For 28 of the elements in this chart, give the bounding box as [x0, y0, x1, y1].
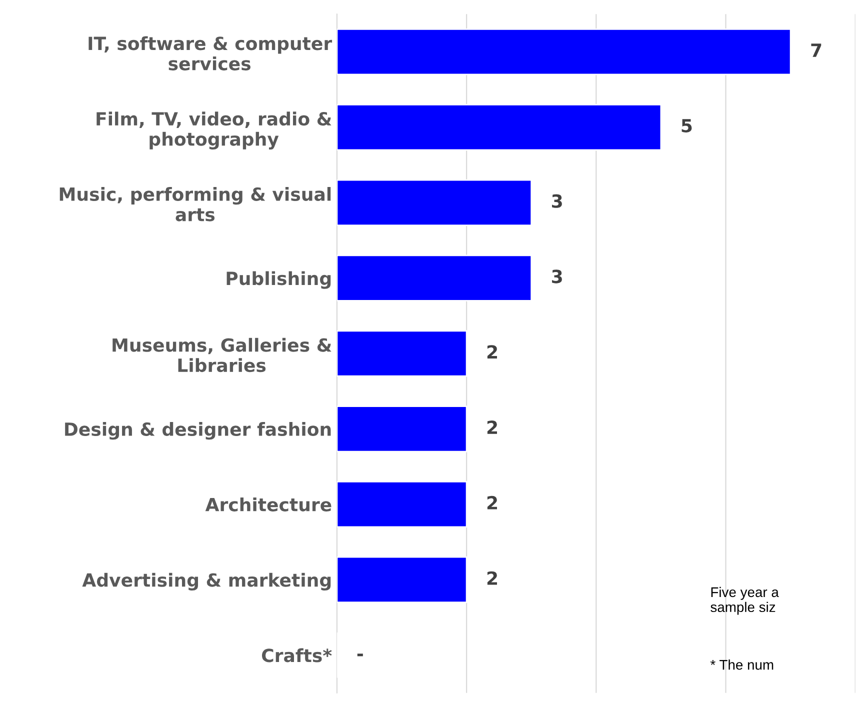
- data-label: 2: [487, 420, 497, 434]
- bar: [336, 556, 468, 604]
- annotation: Five year a sample siz: [710, 586, 779, 615]
- y-tick-label: Museums, Galleries & Libraries: [112, 338, 332, 372]
- bar: [336, 28, 792, 76]
- bar: [336, 481, 468, 528]
- y-tick-label: Architecture: [205, 497, 332, 512]
- y-tick-label: IT, software & computer services: [88, 36, 332, 70]
- bar: [336, 254, 532, 302]
- data-label: 3: [552, 194, 562, 208]
- y-tick-label: Publishing: [226, 271, 331, 289]
- bar: [336, 104, 662, 151]
- y-tick-label: Crafts*: [262, 648, 332, 662]
- text: -: [357, 654, 363, 656]
- y-tick-label: Advertising & marketing: [82, 572, 331, 590]
- bar: [336, 406, 468, 452]
- y-tick-label: Music, performing & visual arts: [60, 187, 331, 222]
- data-label: 2: [487, 571, 497, 585]
- annotation: * The num: [710, 660, 774, 670]
- data-label: 7: [811, 44, 822, 57]
- bar: [336, 330, 468, 377]
- bar: [336, 179, 532, 226]
- y-tick-label: Film, TV, video, radio & photography: [96, 112, 332, 150]
- data-label: 2: [487, 496, 497, 510]
- data-label: 3: [552, 270, 562, 284]
- y-tick-label: Design & designer fashion: [65, 422, 331, 440]
- data-label: 5: [682, 119, 692, 132]
- data-label: 2: [487, 345, 497, 358]
